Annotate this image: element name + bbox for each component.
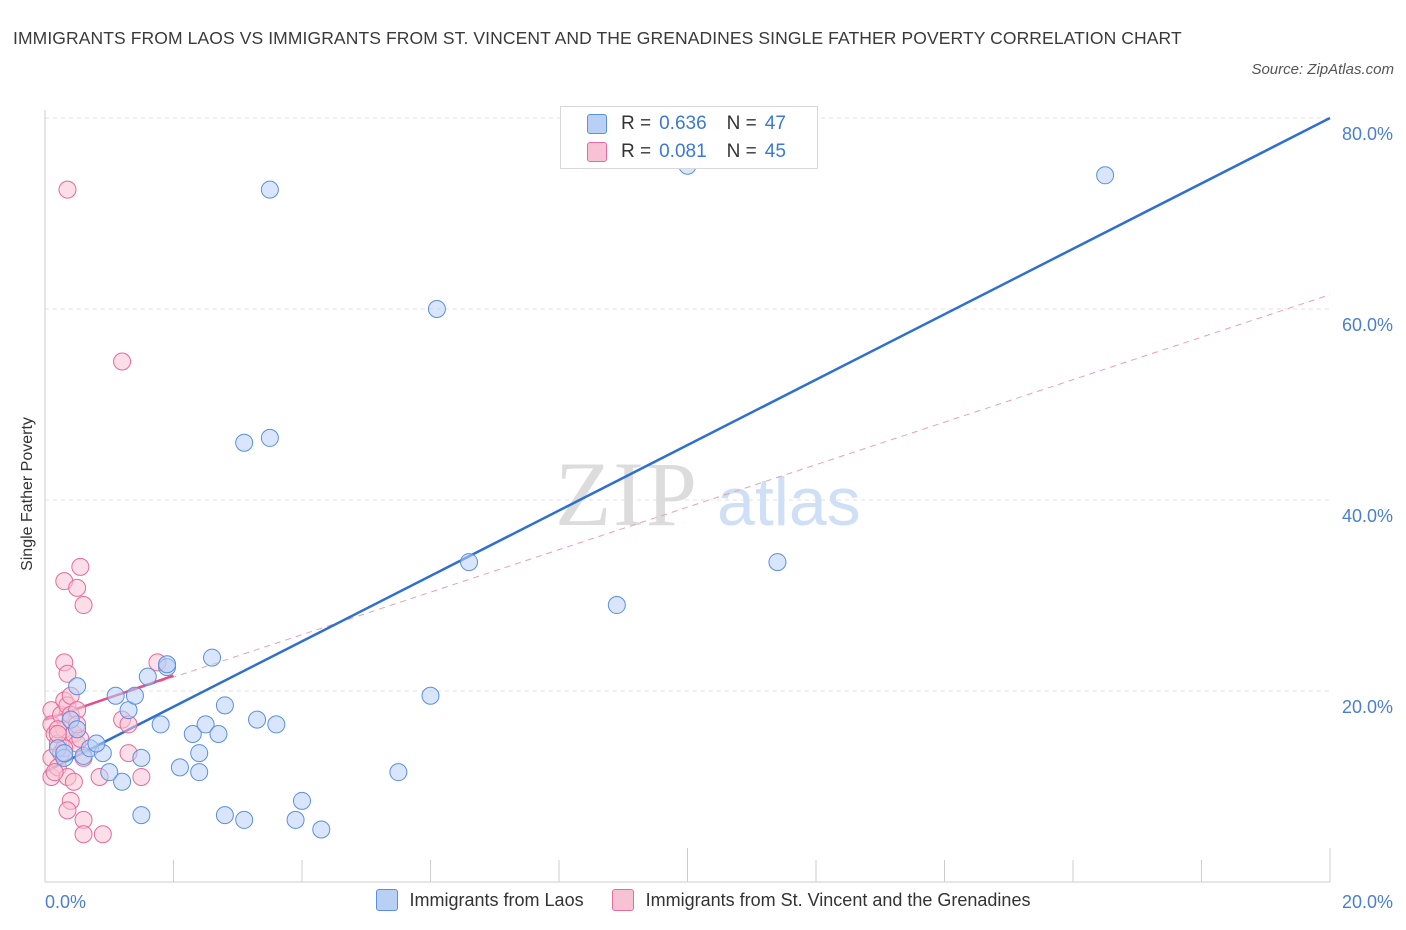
data-point-laos <box>138 667 157 686</box>
legend-row-laos: R = 0.636 N = 47 <box>587 110 786 138</box>
data-point-stvincent <box>58 664 77 683</box>
data-point-laos <box>215 806 234 825</box>
data-point-laos <box>427 300 446 318</box>
data-point-laos <box>286 810 305 829</box>
data-point-stvincent <box>113 352 132 371</box>
data-point-stvincent <box>74 596 93 615</box>
r-value-stvincent: 0.081 <box>659 141 707 162</box>
data-point-laos <box>106 686 125 705</box>
data-point-laos <box>203 648 222 667</box>
svg-text:ZIP: ZIP <box>555 443 699 545</box>
n-value-laos: 47 <box>764 113 786 134</box>
data-point-laos <box>87 734 106 753</box>
svg-text:atlas: atlas <box>717 464 861 540</box>
data-point-laos <box>196 715 215 734</box>
data-point-laos <box>248 710 267 729</box>
data-point-laos <box>209 724 228 743</box>
n-label: N = <box>726 141 757 162</box>
data-point-laos <box>267 715 286 734</box>
data-point-laos <box>113 772 132 791</box>
data-point-stvincent <box>45 763 64 782</box>
chart-source: Source: ZipAtlas.com <box>1251 61 1394 78</box>
data-point-laos <box>68 677 87 696</box>
data-point-laos <box>389 763 408 782</box>
data-point-laos <box>235 433 254 452</box>
legend-row-stvincent: R = 0.081 N = 45 <box>587 138 786 166</box>
legend-swatch-laos <box>375 889 398 911</box>
y-tick-label: 40.0% <box>1342 506 1393 526</box>
data-point-stvincent <box>58 801 77 820</box>
x-tick-label: 0.0% <box>45 892 86 912</box>
r-value-laos: 0.636 <box>659 113 707 134</box>
data-point-laos <box>235 810 254 829</box>
legend-swatch-stvincent <box>611 889 634 911</box>
data-points <box>42 156 1115 844</box>
data-point-laos <box>293 791 311 810</box>
data-point-laos <box>312 820 331 839</box>
data-point-laos <box>1096 166 1115 185</box>
data-point-laos <box>55 744 74 763</box>
data-point-laos <box>170 758 189 777</box>
series-legend: Immigrants from Laos Immigrants from St.… <box>0 889 1406 911</box>
legend-item-laos[interactable]: Immigrants from Laos <box>375 889 584 911</box>
x-tick-label: 20.0% <box>1342 892 1393 912</box>
legend-item-stvincent[interactable]: Immigrants from St. Vincent and the Gren… <box>611 889 1031 911</box>
legend-label-laos: Immigrants from Laos <box>409 889 584 910</box>
data-point-laos <box>607 596 626 615</box>
y-tick-label: 80.0% <box>1342 124 1393 144</box>
data-point-laos <box>100 763 119 782</box>
data-point-laos <box>460 553 479 572</box>
data-point-stvincent <box>132 767 151 786</box>
data-point-laos <box>260 428 279 447</box>
data-point-laos <box>132 806 151 825</box>
legend-label-stvincent: Immigrants from St. Vincent and the Gren… <box>645 889 1031 910</box>
trend-line-laos <box>44 116 1331 774</box>
n-label: N = <box>726 113 757 134</box>
legend-swatch-stvincent <box>587 142 607 162</box>
data-point-laos <box>68 720 87 739</box>
data-point-stvincent <box>74 825 93 844</box>
data-point-stvincent <box>58 180 77 199</box>
data-point-laos <box>183 724 202 743</box>
data-point-stvincent <box>93 825 112 844</box>
data-point-laos <box>190 744 209 763</box>
chart-title: IMMIGRANTS FROM LAOS VS IMMIGRANTS FROM … <box>13 28 1182 48</box>
trend-line-stvincent-extended <box>44 294 1331 721</box>
data-point-laos <box>768 553 787 572</box>
data-point-stvincent <box>68 578 87 597</box>
n-value-stvincent: 45 <box>764 141 786 162</box>
data-point-laos <box>132 748 151 767</box>
r-label: R = <box>621 113 652 134</box>
r-label: R = <box>621 141 652 162</box>
data-point-laos <box>151 715 170 734</box>
data-point-laos <box>421 686 440 705</box>
grid-lines <box>45 117 1330 692</box>
data-point-laos <box>125 686 144 705</box>
y-tick-label: 60.0% <box>1342 315 1393 335</box>
data-point-stvincent <box>71 557 90 576</box>
data-point-laos <box>190 763 209 782</box>
tick-labels: 20.0% 40.0% 60.0% 80.0% 0.0% 20.0% <box>45 124 1393 912</box>
legend-swatch-laos <box>587 114 607 134</box>
data-point-stvincent <box>64 772 83 791</box>
data-point-laos <box>158 655 177 674</box>
y-tick-label: 20.0% <box>1342 697 1393 717</box>
watermark: ZIP atlas <box>555 443 861 545</box>
data-point-laos <box>260 180 279 199</box>
data-point-laos <box>215 696 234 715</box>
stats-legend: R = 0.636 N = 47 R = 0.081 N = 45 <box>560 106 818 169</box>
